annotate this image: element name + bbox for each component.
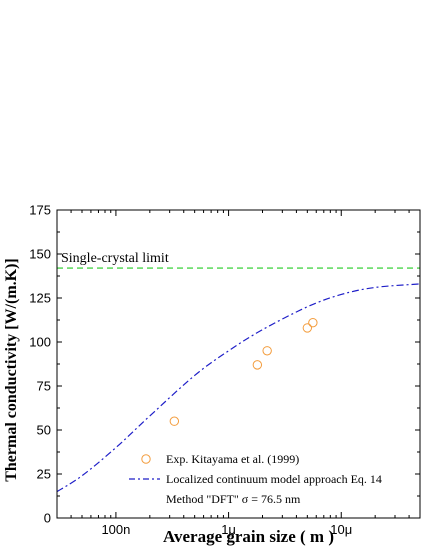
x-tick-label: 10μ [330,522,352,537]
y-tick-label: 125 [29,291,51,306]
y-tick-label: 175 [29,203,51,218]
legend-label-model: Localized continuum model approach Eq. 1… [166,472,382,486]
y-tick-label: 100 [29,335,51,350]
y-tick-label: 0 [44,511,51,526]
legend-marker-experiment [141,454,151,464]
data-point [302,323,313,333]
y-tick-label: 50 [37,423,51,438]
legend-note: Method "DFT" σ = 76.5 nm [166,492,301,506]
y-axis-label: Thermal conductivity [W/(m.K)] [3,258,20,482]
y-tick-label: 150 [29,247,51,262]
x-tick-label: 100n [101,522,130,537]
data-point [262,346,272,356]
data-point [252,360,263,370]
x-axis-label: Average grain size ( m ) [163,527,334,546]
y-tick-label: 75 [37,379,51,394]
x-tick-label: 1μ [221,522,236,537]
model-curve [57,283,420,493]
data-point [308,317,318,328]
single-crystal-limit-label: Single-crystal limit [61,251,169,266]
data-point [169,416,180,426]
legend-label-experiment: Exp. Kitayama et al. (1999) [166,452,299,466]
y-tick-label: 25 [37,467,51,482]
